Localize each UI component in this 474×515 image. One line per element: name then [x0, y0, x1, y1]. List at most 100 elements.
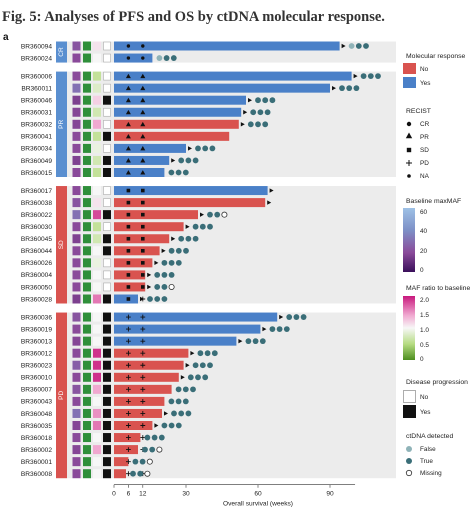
legend-item-yes: Yes: [420, 80, 430, 87]
progression-cell: [103, 360, 111, 370]
sample-id: BR360034: [21, 146, 52, 153]
maxmaf-cell: [72, 168, 81, 177]
os-bar: [114, 186, 268, 196]
recist-pr-marker: [125, 73, 131, 79]
legend-title-ctdna: ctDNA detected: [406, 433, 453, 440]
table-row: BR360028: [21, 294, 168, 304]
recist-cr-marker: [406, 121, 412, 127]
sample-id: BR360041: [21, 134, 52, 141]
maf-ratio-cell: [93, 270, 101, 280]
response-cell: [83, 433, 91, 443]
legend-title-molecular-response: Molecular response: [406, 53, 466, 60]
maf-ratio-cell: [93, 95, 101, 105]
maxmaf-cell: [72, 107, 81, 117]
legend-item-na: NA: [420, 173, 430, 180]
recist-sd-marker: [141, 273, 145, 277]
table-row: BR360002: [21, 445, 163, 455]
censor-arrow-icon: [190, 351, 195, 356]
table-row: BR360024: [21, 53, 177, 63]
ctdna-true-dot: [252, 338, 259, 345]
maf-ratio-cell: [93, 421, 101, 430]
ctdna-true-dot: [250, 109, 257, 116]
ctdna-true-dot: [360, 73, 367, 79]
ctdna-true-dot: [139, 458, 146, 465]
os-bar: [114, 396, 165, 406]
maxmaf-cell: [72, 421, 81, 430]
response-cell: [83, 282, 91, 292]
recist-pd-marker: [406, 160, 412, 166]
ctdna-item-true: True: [420, 458, 433, 465]
maxmaf-cell: [72, 469, 81, 479]
table-row: BR360026: [21, 258, 182, 268]
ctdna-true-dot: [154, 284, 161, 290]
os-bar: [114, 457, 129, 467]
recist-pd-marker: [126, 374, 131, 380]
legend-maxmaf: Baseline maxMAF 60 40 20 0: [403, 198, 461, 274]
response-cell: [83, 258, 91, 268]
group-strip-cr: [56, 41, 67, 63]
recist-sd-marker: [141, 212, 145, 217]
ctdna-true-dot: [262, 97, 269, 104]
response-cell: [83, 294, 91, 304]
sample-id: BR360012: [21, 351, 52, 358]
sample-id: BR360010: [21, 375, 52, 382]
ctdna-item-missing: Missing: [420, 470, 442, 477]
response-cell: [83, 95, 91, 105]
legend-title-maf-ratio: MAF ratio to baseline: [406, 285, 470, 292]
maxmaf-cell: [72, 131, 81, 141]
censor-arrow-icon: [279, 314, 284, 320]
maf-ratio-cell: [93, 222, 101, 232]
maxmaf-cell: [72, 83, 81, 93]
progression-cell: [103, 71, 111, 81]
progression-cell: [103, 469, 111, 479]
ctdna-true-dot: [355, 43, 362, 49]
ctdna-true-dot: [175, 386, 182, 393]
ctdna-true-dot: [161, 284, 168, 290]
ctdna-true-dot: [132, 458, 139, 465]
ctdna-true-dot: [168, 398, 175, 405]
ctdna-true-dot: [182, 398, 189, 405]
table-row: BR360023: [21, 360, 213, 370]
progression-cell: [103, 294, 111, 304]
ctdna-true-dot: [207, 223, 213, 230]
ctdna-true-dot: [158, 434, 165, 441]
response-cell: [83, 198, 91, 208]
table-row: BR360022: [21, 210, 228, 220]
table-row: BR360018: [21, 433, 165, 443]
maf-ratio-cell: [93, 348, 101, 358]
maxmaf-cell: [72, 324, 81, 334]
response-cell: [83, 469, 91, 479]
progression-cell: [103, 168, 111, 177]
table-row: BR360032: [21, 119, 269, 129]
ctdna-true-dot: [367, 73, 374, 79]
table-row: BR360048: [21, 408, 192, 418]
table-row: BR360012: [21, 348, 218, 358]
recist-pd-marker: [126, 399, 131, 404]
ctdna-true-dot: [168, 272, 175, 278]
maf-ratio-cell: [93, 83, 101, 93]
ctdna-true-dot: [168, 169, 175, 176]
ctdna-true-dot: [209, 145, 216, 152]
ctdna-true-dot: [293, 314, 300, 320]
recist-pr-marker: [125, 133, 131, 139]
maf-ratio-cell: [93, 53, 101, 63]
maf-ratio-colorbar: [403, 296, 415, 360]
os-bar: [114, 119, 239, 129]
table-row: BR360001: [21, 457, 153, 467]
recist-na-marker: [407, 174, 411, 178]
maxmaf-cell: [72, 408, 81, 418]
ctdna-true-dot: [202, 145, 209, 152]
table-row: BR360050: [21, 282, 175, 292]
ctdna-true-dot: [170, 55, 177, 61]
maxmaf-cell: [72, 41, 81, 51]
ctdna-true-dot: [286, 314, 293, 320]
maf-ratio-cell: [93, 143, 101, 153]
ctdna-true-dot: [245, 338, 252, 345]
progression-cell: [103, 144, 111, 153]
ctdna-true-dot: [182, 169, 189, 176]
maf-ratio-cell: [93, 234, 101, 244]
group-strip-pr: [56, 71, 67, 177]
recist-pr-marker: [140, 97, 146, 103]
response-cell: [83, 324, 91, 334]
x-tick-label: 90: [326, 491, 334, 498]
